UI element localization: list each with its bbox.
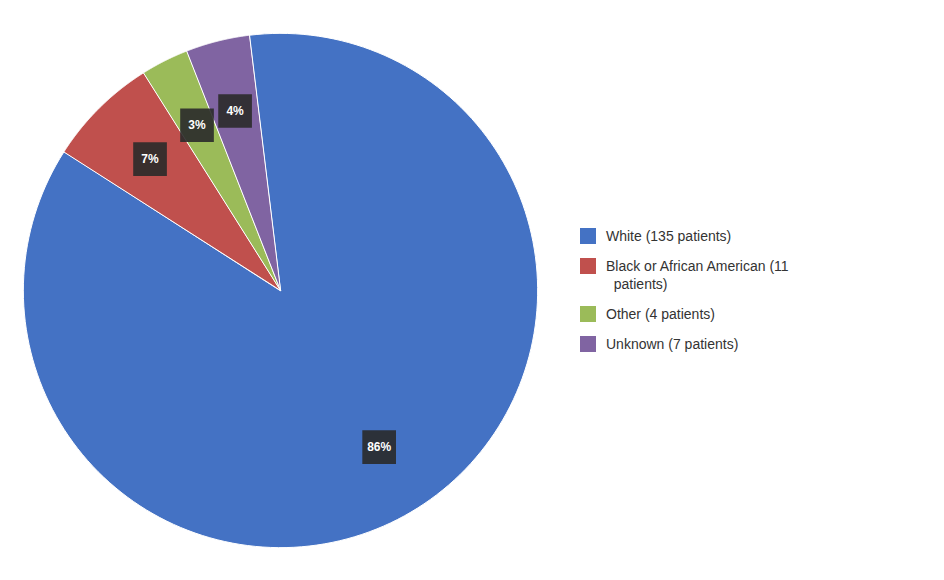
svg-text:3%: 3% (188, 118, 206, 132)
svg-text:4%: 4% (226, 104, 244, 118)
html-text:Unknown (7 patients): Unknown (7 patients) (606, 336, 739, 352)
html-text:Black or African American (11: Black or African American (11 patients) (606, 258, 789, 292)
svg-text:7%: 7% (141, 152, 159, 166)
html-text:White (135 patients): White (135 patients) (606, 228, 732, 244)
html-text:Other (4 patients): Other (4 patients) (606, 306, 715, 322)
svg-text:86%: 86% (367, 440, 391, 454)
